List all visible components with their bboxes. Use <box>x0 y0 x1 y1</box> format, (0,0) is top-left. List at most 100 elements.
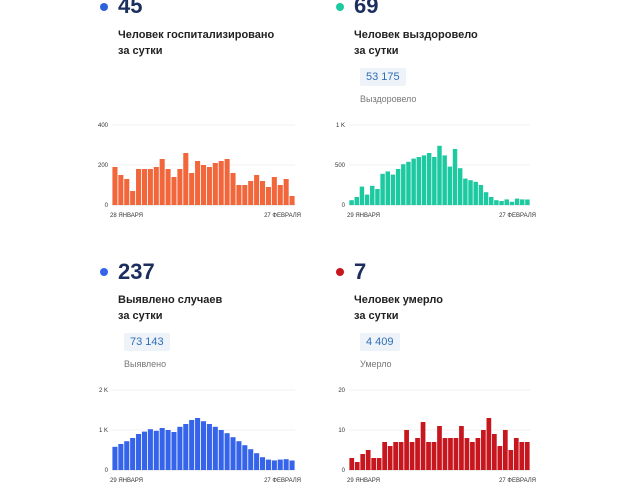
bar <box>248 449 254 470</box>
bar <box>283 459 289 470</box>
bar <box>382 442 388 470</box>
bar <box>359 186 365 205</box>
y-tick-label: 20 <box>338 388 345 394</box>
bar <box>283 179 289 205</box>
bar <box>354 462 360 470</box>
bar <box>390 174 396 205</box>
detected-total: 73 143 <box>124 333 170 351</box>
bar <box>354 197 359 205</box>
bar <box>463 178 468 205</box>
hospitalized-dot <box>100 3 108 11</box>
bar <box>236 185 242 205</box>
bar <box>183 153 189 205</box>
bar <box>212 426 218 470</box>
bar <box>124 179 130 205</box>
bar <box>437 426 442 470</box>
y-tick-label: 2 K <box>99 388 108 394</box>
bar <box>406 161 411 205</box>
detected-caption-line2: за сутки <box>118 310 163 322</box>
bar <box>401 164 406 205</box>
bar <box>432 157 437 205</box>
bar <box>242 185 248 205</box>
bar <box>224 159 230 205</box>
hospitalized-caption-line2: за сутки <box>118 45 163 57</box>
bar <box>289 196 295 205</box>
bar <box>437 145 442 205</box>
deaths-caption-line2: за сутки <box>354 310 399 322</box>
bar <box>421 155 427 205</box>
bar <box>147 429 153 470</box>
bar <box>370 185 375 205</box>
bar <box>218 430 224 470</box>
bar <box>277 459 283 470</box>
y-tick-label: 0 <box>105 203 109 209</box>
chart-detected: 0 1 K 2 K 29 ЯНВАРЯ 27 ФЕВРАЛЯ <box>99 388 301 484</box>
detected-dot <box>100 268 108 276</box>
bar <box>499 201 504 205</box>
y-tick-label: 10 <box>338 428 345 434</box>
bar <box>491 434 497 470</box>
bar <box>118 175 124 205</box>
x-start-label: 29 ЯНВАРЯ <box>110 478 143 484</box>
bar <box>415 438 420 470</box>
bar <box>365 450 371 470</box>
bar <box>395 169 401 205</box>
deaths-dot <box>336 268 344 276</box>
bar <box>254 175 260 205</box>
y-tick-label: 0 <box>342 203 346 209</box>
bar <box>475 438 481 470</box>
bar <box>189 173 195 205</box>
bar <box>364 194 370 205</box>
bar <box>411 158 416 205</box>
deaths-total: 4 409 <box>360 333 400 351</box>
bar <box>486 418 492 470</box>
chart-recovered: 0 500 1 K 29 ЯНВАРЯ 27 ФЕВРАЛЯ <box>335 123 536 219</box>
bar <box>130 191 136 205</box>
bar <box>431 442 437 470</box>
bar <box>488 197 494 205</box>
bar <box>398 442 404 470</box>
bar <box>513 438 519 470</box>
x-end-label: 27 ФЕВРАЛЯ <box>264 213 301 219</box>
bar <box>459 426 464 470</box>
y-tick-label: 200 <box>98 163 109 169</box>
chart-deaths: 0 10 20 29 ЯНВАРЯ 27 ФЕВРАЛЯ <box>338 388 536 484</box>
bar <box>376 458 382 470</box>
bar <box>426 442 431 470</box>
bar <box>494 200 499 205</box>
bar <box>514 198 520 205</box>
bar <box>442 155 447 205</box>
x-end-label: 27 ФЕВРАЛЯ <box>499 478 536 484</box>
bar <box>442 438 448 470</box>
bar <box>393 442 398 470</box>
bar <box>265 187 271 205</box>
bar <box>141 169 148 205</box>
bar <box>159 159 165 205</box>
bar <box>212 163 218 205</box>
x-end-label: 27 ФЕВРАЛЯ <box>499 213 536 219</box>
detected-caption-line1: Выявлено случаев <box>118 294 223 306</box>
bar <box>470 442 475 470</box>
bar <box>147 169 153 205</box>
bar <box>271 460 277 470</box>
bar <box>375 189 380 205</box>
bar <box>130 438 136 470</box>
bar <box>509 201 515 205</box>
bar <box>349 458 355 470</box>
bar <box>457 168 463 205</box>
x-start-label: 29 ЯНВАРЯ <box>347 478 380 484</box>
bar <box>159 428 165 470</box>
bar <box>385 171 391 205</box>
x-end-label: 27 ФЕВРАЛЯ <box>264 478 301 484</box>
bar <box>277 185 283 205</box>
bar <box>112 446 118 470</box>
bar <box>387 446 393 470</box>
bar <box>360 454 366 470</box>
bar <box>420 422 426 470</box>
bar <box>165 169 171 205</box>
bar <box>242 445 248 470</box>
bar <box>504 199 509 205</box>
bar <box>141 431 148 470</box>
bar <box>259 457 266 470</box>
recovered-caption-line1: Человек выздоровело <box>354 29 478 41</box>
